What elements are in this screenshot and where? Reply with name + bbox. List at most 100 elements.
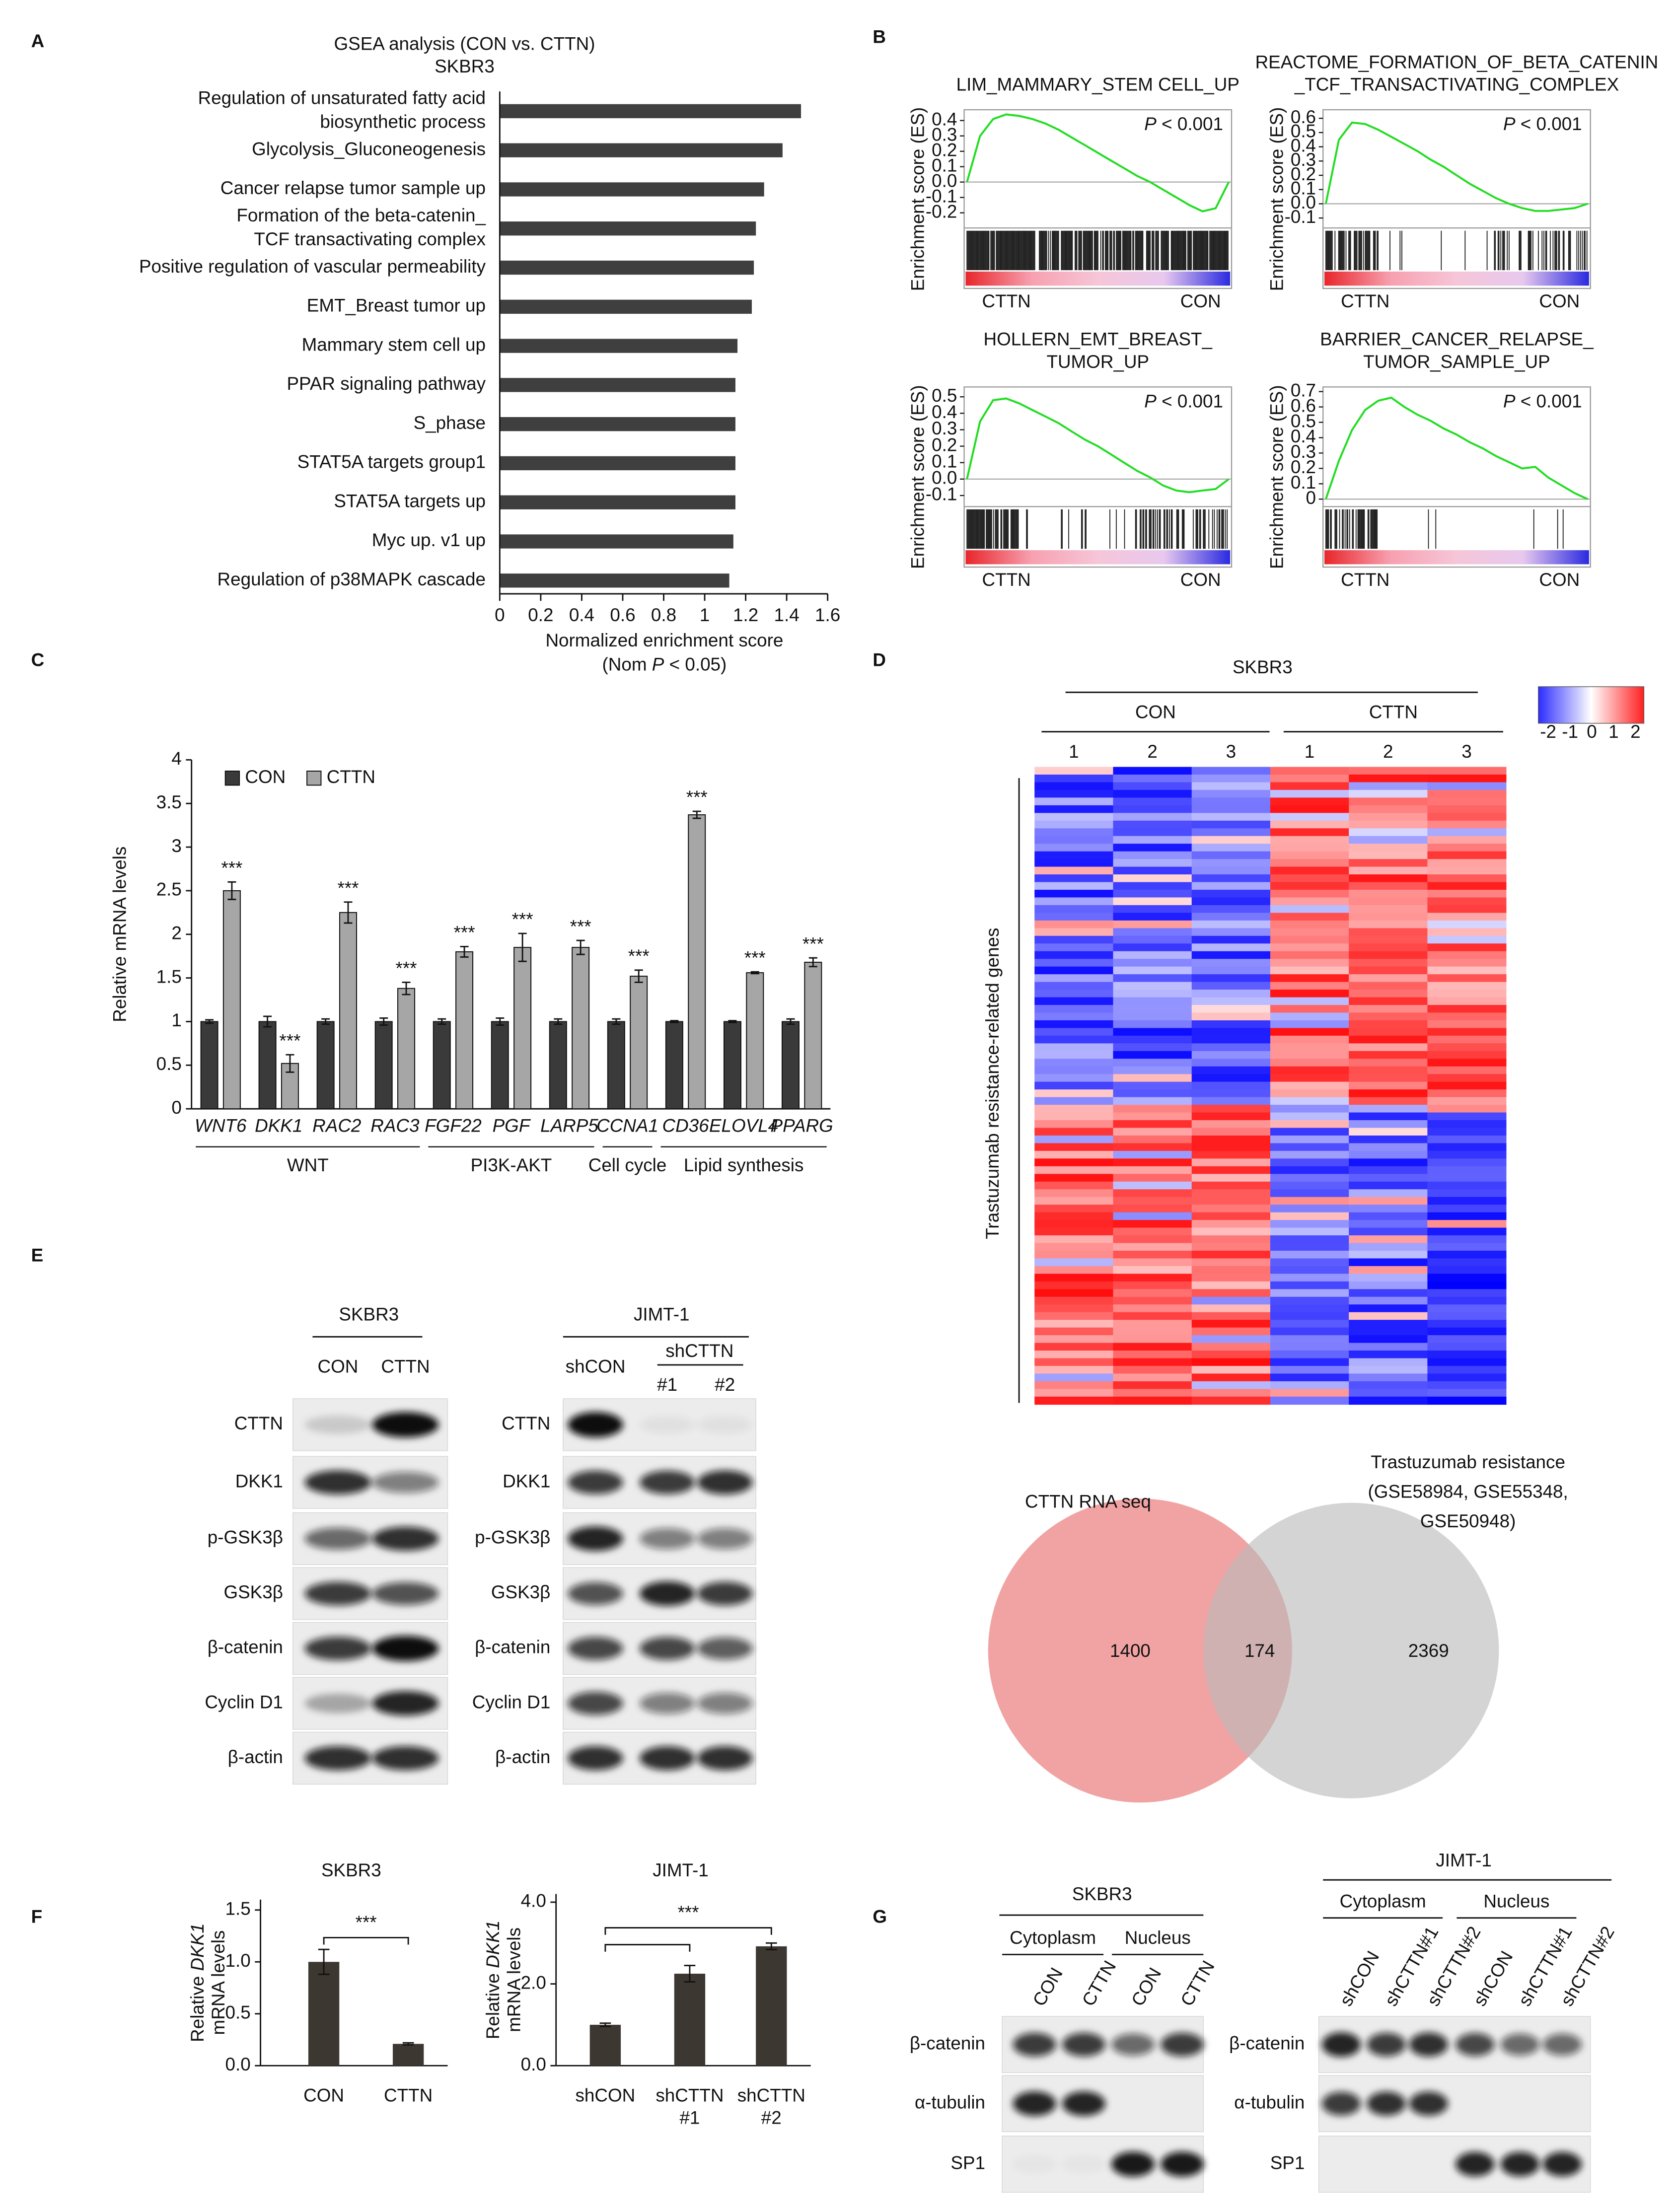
blot-band — [304, 1527, 371, 1550]
group-label: CON — [1135, 702, 1176, 722]
heatmap-cell — [1191, 1174, 1271, 1182]
heatmap-cell — [1191, 1020, 1271, 1029]
y-axis-title: Enrichment score (ES) — [908, 107, 928, 291]
heatmap-cell — [1427, 1281, 1507, 1290]
heatmap-cell — [1113, 797, 1192, 806]
blot-row-label: β-catenin — [208, 1637, 283, 1657]
plot-frame — [963, 386, 1233, 568]
chart-title: GSEA analysis (CON vs. CTTN) — [334, 33, 595, 54]
heatmap-cell — [1270, 1128, 1350, 1136]
heatmap-cell — [1427, 1396, 1507, 1405]
heatmap-cell — [1270, 928, 1350, 936]
blot-band — [568, 1470, 623, 1495]
heatmap-cell — [1191, 789, 1271, 798]
heatmap-cell — [1349, 1327, 1428, 1336]
y-tick-label: 0.4 — [1291, 135, 1316, 155]
heatmap-cell — [1034, 920, 1114, 929]
category-label: STAT5A targets up — [334, 491, 486, 511]
heatmap-cell — [1113, 1327, 1192, 1336]
heatmap-cell — [1113, 1266, 1192, 1275]
heatmap-cell — [1113, 905, 1192, 914]
heatmap-cell — [1427, 1150, 1507, 1159]
heatmap-cell — [1191, 1373, 1271, 1382]
heatmap-cell — [1113, 874, 1192, 883]
heatmap-cell — [1191, 882, 1271, 890]
significance: *** — [396, 958, 417, 979]
venn-count: 1400 — [1110, 1641, 1151, 1661]
category-label: ELOVL4 — [709, 1116, 778, 1136]
heatmap-cell — [1113, 1258, 1192, 1267]
y-tick-label: 0.5 — [1291, 411, 1316, 431]
category-label: shCTTN — [655, 2085, 724, 2105]
blot-band — [1367, 2032, 1406, 2057]
heatmap-cell — [1034, 951, 1114, 960]
heatmap-cell — [1113, 913, 1192, 921]
blot-band — [568, 1412, 623, 1437]
heatmap-cell — [1270, 1235, 1350, 1244]
column-label: 1 — [1069, 741, 1079, 762]
bar — [500, 417, 735, 431]
y-tick-label: 0.3 — [932, 418, 957, 438]
fraction-label: Nucleus — [1125, 1927, 1191, 1948]
heatmap-cell — [1034, 1205, 1114, 1213]
heatmap-cell — [1034, 1197, 1114, 1206]
heatmap-cell — [1034, 1243, 1114, 1251]
legend-swatch — [224, 771, 240, 786]
error-bar — [599, 2022, 611, 2027]
x-axis-note-part: < 0.05) — [664, 654, 727, 674]
blot-band — [697, 1637, 753, 1660]
heatmap-cell — [1113, 1005, 1192, 1013]
color-key-tick: 0 — [1587, 721, 1597, 742]
error-bar — [554, 1018, 563, 1025]
heatmap-cell — [1191, 913, 1271, 921]
heatmap-cell — [1270, 1396, 1350, 1405]
heatmap-cell — [1349, 943, 1428, 952]
heatmap-cell — [1113, 1097, 1192, 1105]
heatmap-cell — [1191, 1304, 1271, 1313]
heatmap-cell — [1349, 1312, 1428, 1321]
heatmap-cell — [1349, 1396, 1428, 1405]
x-tick-label: 0.2 — [528, 605, 553, 625]
heatmap-cell — [1191, 1143, 1271, 1151]
category-label: S_phase — [414, 413, 486, 433]
y-tick-label: 0.2 — [932, 140, 957, 160]
heatmap-cell — [1427, 1258, 1507, 1267]
heatmap-cell — [1349, 866, 1428, 875]
heatmap-cell — [1270, 836, 1350, 845]
heatmap-cell — [1191, 1089, 1271, 1098]
heatmap-cell — [1034, 1296, 1114, 1305]
y-axis-title: Enrichment score (ES) — [1266, 385, 1287, 569]
y-tick-label: 0.3 — [932, 124, 957, 144]
heatmap-cell — [1113, 1281, 1192, 1290]
heatmap-cell — [1349, 913, 1428, 921]
heatmap-cell — [1034, 1266, 1114, 1275]
heatmap-cell — [1113, 1227, 1192, 1236]
heatmap-cells — [1034, 767, 1507, 1405]
es-curve — [966, 113, 1230, 213]
y-tick-label: 0.6 — [1291, 395, 1316, 416]
blot-band — [372, 1691, 439, 1716]
x-tick-label: 0.6 — [610, 605, 635, 625]
category-label: CCNA1 — [596, 1116, 658, 1136]
x-axis-note: (Nom P < 0.05) — [602, 654, 727, 674]
heatmap-cell — [1270, 1289, 1350, 1297]
column-label: 1 — [1305, 741, 1314, 762]
heatmap-cell — [1191, 1212, 1271, 1220]
significance: *** — [570, 916, 591, 936]
heatmap-cell — [1270, 1097, 1350, 1105]
bar — [339, 912, 357, 1110]
x-tick-label: 1.2 — [733, 605, 758, 625]
heatmap-cell — [1270, 1304, 1350, 1313]
heatmap-cell — [1034, 767, 1114, 775]
heatmap-cell — [1191, 974, 1271, 983]
plot-frame — [1322, 386, 1591, 568]
heatmap-cell — [1113, 1020, 1192, 1029]
heatmap-cell — [1113, 1320, 1192, 1328]
heatmap-cell — [1034, 974, 1114, 983]
heatmap-cell — [1427, 866, 1507, 875]
heatmap-cell — [1113, 1035, 1192, 1044]
heatmap-cell — [1191, 1327, 1271, 1336]
heatmap-cell — [1349, 1035, 1428, 1044]
heatmap-cell — [1349, 797, 1428, 806]
